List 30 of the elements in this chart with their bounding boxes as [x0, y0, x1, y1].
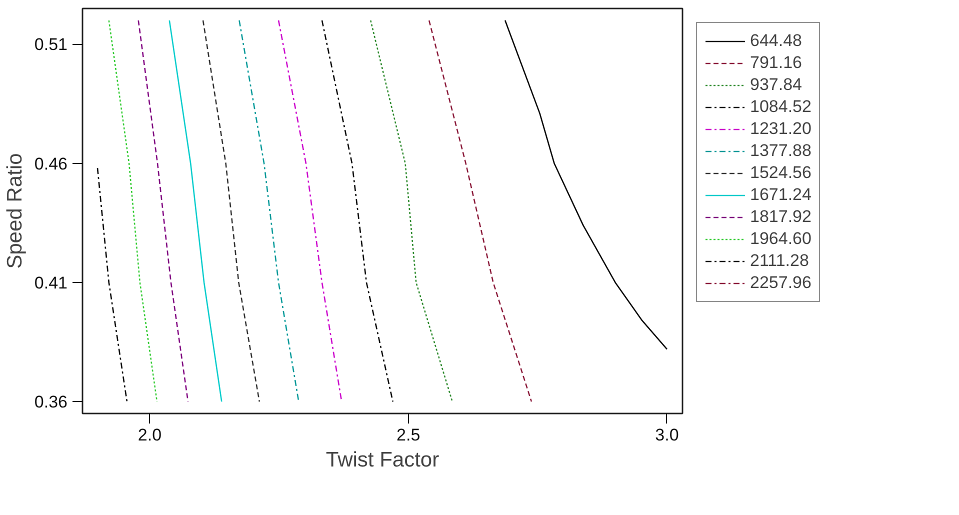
- x-tick-label: 2.5: [396, 426, 420, 444]
- line-series: [370, 20, 453, 402]
- y-tick-label: 0.41: [34, 273, 68, 292]
- legend-label: 1377.88: [750, 141, 812, 161]
- legend-label: 1231.20: [750, 119, 812, 139]
- y-tick-label: 0.36: [34, 392, 68, 412]
- legend-label: 1671.24: [750, 185, 812, 205]
- legend-label: 1817.92: [750, 207, 812, 227]
- line-series: [108, 20, 158, 402]
- legend-label: 2111.28: [750, 251, 809, 271]
- x-axis-title: Twist Factor: [326, 448, 440, 472]
- legend-label: 2257.96: [750, 273, 812, 293]
- line-series: [138, 20, 189, 402]
- line-series: [321, 20, 394, 402]
- legend-label: 791.16: [750, 53, 802, 73]
- line-series: [168, 20, 222, 402]
- legend-label: 644.48: [750, 31, 802, 51]
- x-tick-label: 3.0: [655, 426, 679, 444]
- line-series: [504, 20, 668, 350]
- legend-label: 1964.60: [750, 229, 812, 249]
- y-axis-title: Speed Ratio: [3, 153, 26, 269]
- x-tick-label: 2.0: [138, 426, 162, 444]
- legend-label: 937.84: [750, 75, 802, 95]
- y-tick-label: 0.46: [34, 154, 68, 174]
- line-series: [238, 20, 300, 402]
- line-series: [428, 20, 532, 402]
- legend-label: 1084.52: [750, 97, 812, 117]
- y-tick-label: 0.51: [34, 35, 68, 54]
- legend-label: 1524.56: [750, 163, 812, 183]
- line-series: [202, 20, 260, 402]
